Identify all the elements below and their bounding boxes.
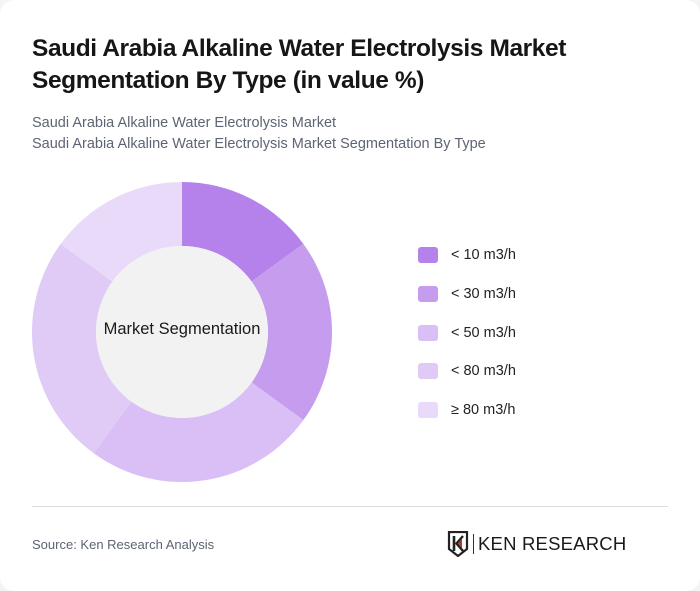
- subtitle-line-2: Saudi Arabia Alkaline Water Electrolysis…: [32, 136, 486, 152]
- donut-slice[interactable]: [60, 182, 182, 282]
- chart-legend: < 10 m3/h < 30 m3/h < 50 m3/h < 80 m3/h ≥ 80…: [418, 245, 516, 439]
- donut-hole: [96, 246, 268, 418]
- legend-item[interactable]: ≥ 80 m3/h: [418, 400, 516, 420]
- legend-swatch: [418, 363, 438, 380]
- subtitle-line-1: Saudi Arabia Alkaline Water Electrolysis…: [32, 115, 337, 131]
- logo-text: KEN RESEARCH: [478, 533, 627, 554]
- legend-swatch: [418, 402, 438, 419]
- legend-swatch: [418, 285, 438, 302]
- source-note: Source: Ken Research Analysis: [32, 537, 215, 552]
- donut-chart: [32, 182, 332, 482]
- donut-center-label: Market Segmentation: [103, 320, 261, 338]
- logo-separator: [473, 534, 474, 554]
- donut-slice[interactable]: [182, 182, 304, 282]
- legend-label: < 30 m3/h: [451, 285, 516, 302]
- donut-slice[interactable]: [251, 243, 332, 421]
- legend-swatch: [418, 247, 438, 263]
- legend-item[interactable]: < 50 m3/h: [418, 323, 516, 343]
- donut-slice[interactable]: [32, 243, 132, 454]
- legend-item[interactable]: < 80 m3/h: [418, 361, 516, 381]
- footer-divider: [32, 506, 668, 507]
- legend-label: < 10 m3/h: [451, 247, 516, 263]
- chart-subtitle: Saudi Arabia Alkaline Water Electrolysis…: [32, 113, 672, 155]
- legend-label: ≥ 80 m3/h: [451, 402, 516, 419]
- legend-label: < 50 m3/h: [451, 324, 516, 341]
- ken-research-logo-icon: [447, 531, 469, 557]
- chart-title: Saudi Arabia Alkaline Water Electrolysis…: [32, 35, 567, 94]
- legend-item[interactable]: < 30 m3/h: [418, 284, 516, 304]
- legend-swatch: [418, 324, 438, 341]
- ken-research-logo: KEN RESEARCH: [447, 531, 626, 557]
- legend-label: < 80 m3/h: [451, 363, 516, 380]
- legend-item[interactable]: < 10 m3/h: [418, 245, 516, 265]
- donut-slice[interactable]: [93, 382, 304, 482]
